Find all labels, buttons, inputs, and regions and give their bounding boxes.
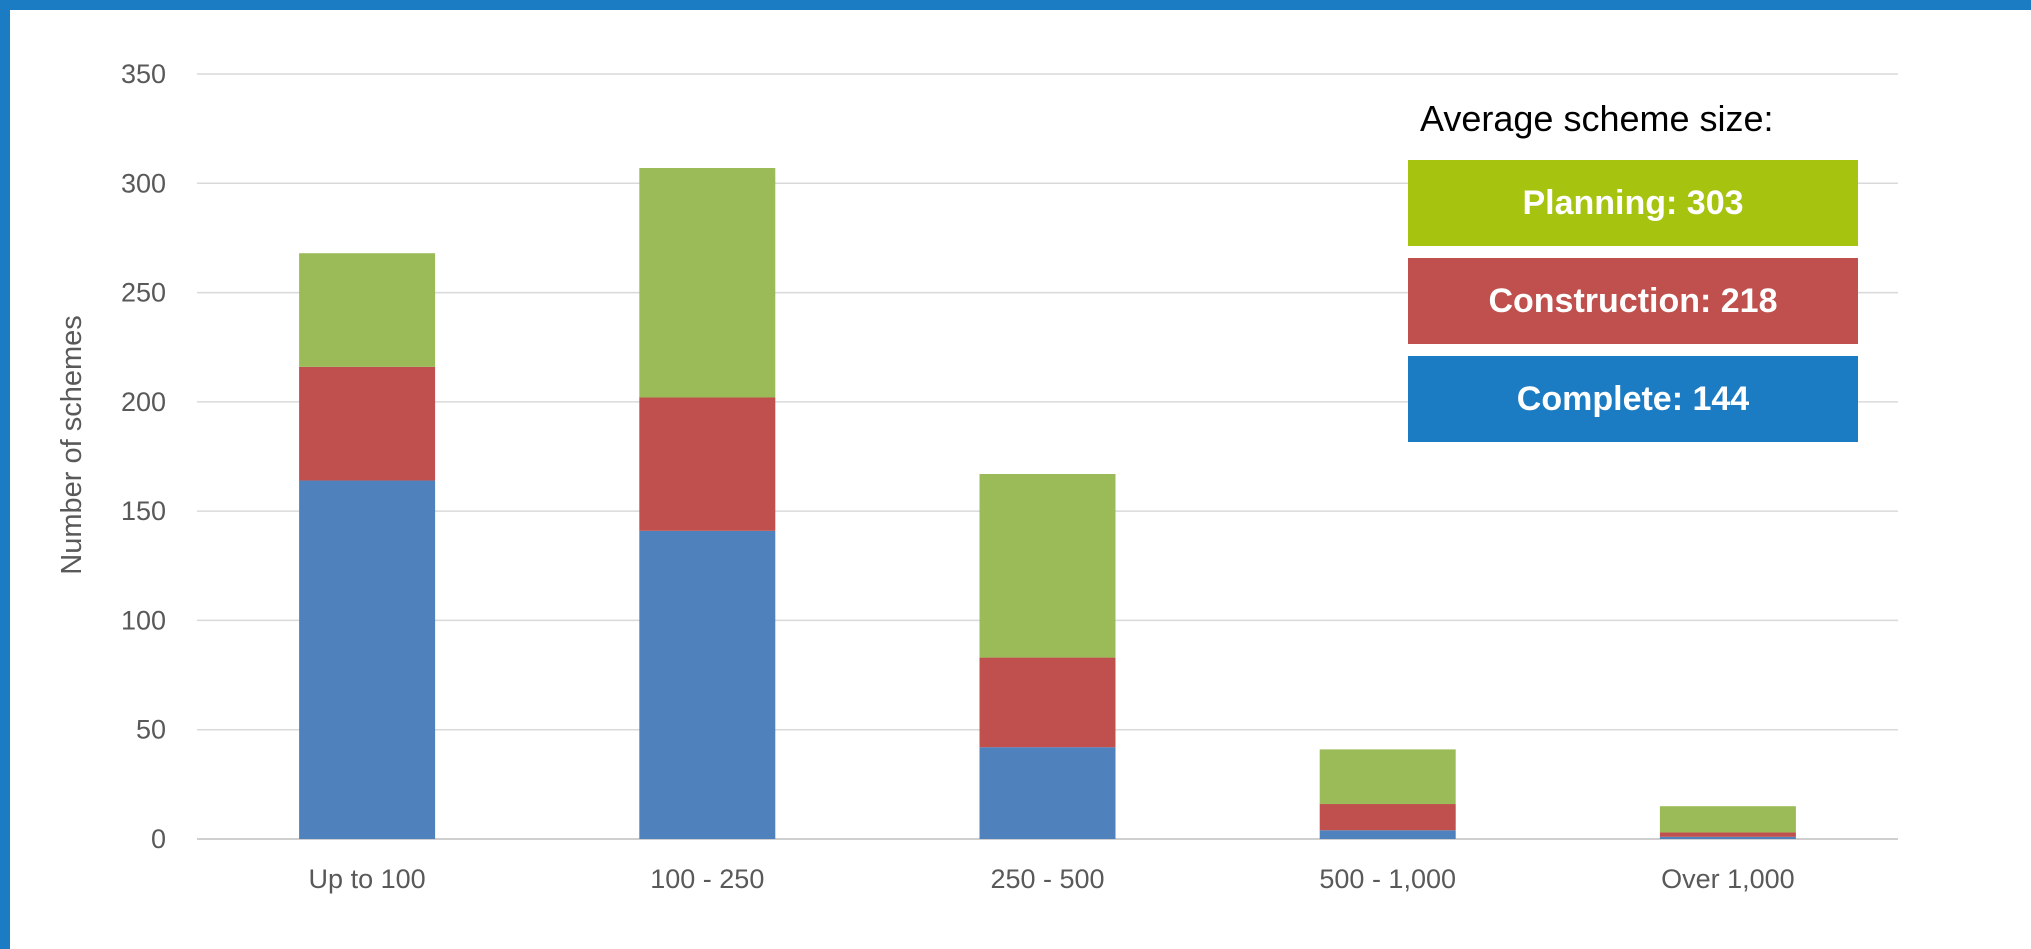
x-tick-label: 500 - 1,000 [1319,864,1456,894]
bar-segment-construction [1659,832,1796,837]
y-tick-label: 50 [136,715,166,745]
bar-segment-construction [1319,804,1456,831]
bar-segment-planning [1659,806,1796,833]
bar-segment-complete [979,747,1116,839]
planning-average-box: Planning: 303 [1408,160,1858,246]
x-tick-label: 100 - 250 [650,864,764,894]
bar-segment-planning [979,473,1116,658]
y-tick-label: 150 [121,496,166,526]
y-tick-label: 250 [121,278,166,308]
bar-segment-construction [639,397,776,531]
y-tick-label: 300 [121,168,166,198]
x-tick-label: Up to 100 [309,864,426,894]
complete-average-box: Complete: 144 [1408,356,1858,442]
bar-segment-planning [299,253,436,367]
y-tick-label: 200 [121,387,166,417]
bar-segment-planning [1319,749,1456,805]
y-axis-title: Number of schemes [56,315,88,575]
x-tick-label: 250 - 500 [990,864,1104,894]
y-tick-label: 100 [121,605,166,635]
x-tick-label: Over 1,000 [1661,864,1795,894]
chart-frame: 0 50 100 150 200 250 300 350 Up to 100 100 - 250… [10,10,2031,949]
bar-segment-planning [639,167,776,398]
bar-segment-complete [299,480,436,839]
bar-segment-construction [299,366,436,481]
stacked-bar-chart: 0 50 100 150 200 250 300 350 Up to 100 100 - 250… [56,59,1898,894]
y-axis-ticks: 0 50 100 150 200 250 300 350 [121,59,166,854]
average-scheme-size-title: Average scheme size: [1420,98,1774,139]
x-axis-ticks: Up to 100 100 - 250 250 - 500 500 - 1,000 Ov… [309,864,1795,894]
y-tick-label: 350 [121,59,166,89]
bar-segment-complete [1659,836,1796,839]
bar-segment-complete [1319,830,1456,839]
bars [299,167,1796,839]
y-tick-label: 0 [151,824,166,854]
bar-segment-construction [979,657,1116,748]
construction-average-box: Construction: 218 [1408,258,1858,344]
bar-segment-complete [639,530,776,839]
